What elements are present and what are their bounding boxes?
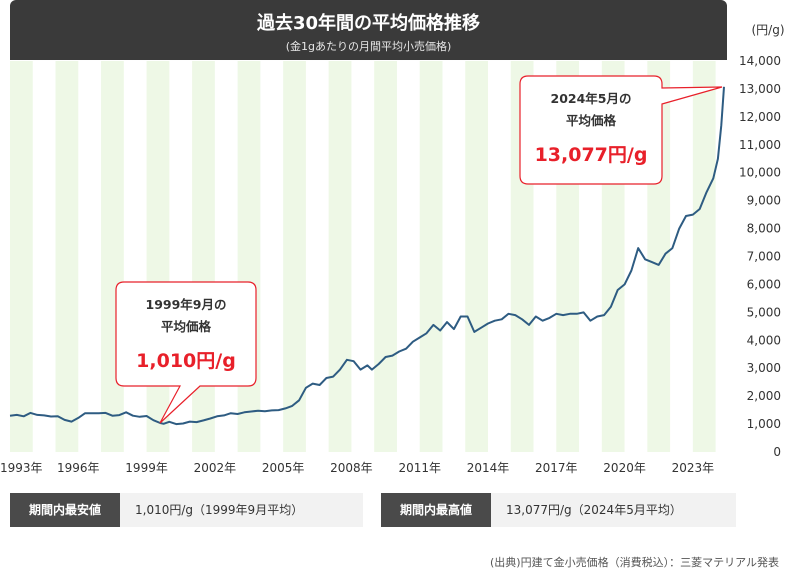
y-tick-label: 0 <box>773 445 781 459</box>
x-tick-label: 2005年 <box>262 461 305 475</box>
y-tick-label: 10,000 <box>739 166 781 180</box>
max-price-label: 期間内最高値 <box>381 493 491 527</box>
callout-value: 13,077円/g <box>535 144 648 166</box>
x-tick-label: 2017年 <box>535 461 578 475</box>
min-price-value: 1,010円/g（1999年9月平均） <box>135 503 304 517</box>
callout-label: 平均価格 <box>566 113 617 128</box>
x-tick-label: 2023年 <box>672 461 715 475</box>
source-note: (出典)円建て金小売価格（消費税込）：三菱マテリアル発表 <box>490 556 779 569</box>
year-band <box>146 61 170 452</box>
price-chart: (円/g) 0 1,000 2,000 3,000 4,000 5,000 6,000 7,00… <box>0 23 785 475</box>
callout-box <box>115 281 257 424</box>
year-band <box>101 61 124 452</box>
year-band <box>283 61 306 452</box>
min-price-label: 期間内最安値 <box>10 493 120 527</box>
x-tick-label: 1993年 <box>0 461 43 475</box>
callout-label: 1999年9月の <box>146 297 227 312</box>
callout-value: 1,010円/g <box>136 350 236 372</box>
callout-label: 2024年5月の <box>551 91 632 106</box>
max-price-value: 13,077円/g（2024年5月平均） <box>506 503 682 517</box>
chart-title: 過去30年間の平均価格推移 <box>256 13 481 34</box>
price-line <box>9 86 725 426</box>
year-band <box>328 61 352 452</box>
y-tick-label: 12,000 <box>739 110 781 124</box>
year-band <box>419 61 443 452</box>
y-tick-label: 14,000 <box>739 54 781 68</box>
x-tick-label: 1996年 <box>57 461 100 475</box>
y-tick-label: 4,000 <box>747 333 781 347</box>
y-tick-label: 8,000 <box>747 222 781 236</box>
year-band <box>55 61 79 452</box>
callout-label: 平均価格 <box>161 319 212 334</box>
y-tick-label: 3,000 <box>747 361 781 375</box>
x-tick-label: 2008年 <box>330 461 373 475</box>
x-tick-label: 2011年 <box>398 461 441 475</box>
y-tick-label: 5,000 <box>747 305 781 319</box>
x-tick-label: 2002年 <box>194 461 237 475</box>
year-band <box>10 61 33 452</box>
year-band <box>192 61 215 452</box>
year-band <box>374 61 397 452</box>
year-band <box>465 61 488 452</box>
year-band <box>237 61 261 452</box>
y-tick-label: 7,000 <box>747 250 781 264</box>
y-axis-unit: (円/g) <box>751 23 784 37</box>
y-tick-label: 13,000 <box>739 82 781 96</box>
x-tick-label: 2020年 <box>603 461 646 475</box>
year-band <box>692 61 716 452</box>
y-tick-label: 1,000 <box>747 417 781 431</box>
y-tick-label: 2,000 <box>747 389 781 403</box>
y-tick-label: 6,000 <box>747 277 781 291</box>
chart-subtitle: (金1gあたりの月間平均小売価格) <box>285 40 452 53</box>
x-tick-label: 1999年 <box>125 461 168 475</box>
min-price-box: 期間内最安値 1,010円/g（1999年9月平均） <box>10 493 363 527</box>
x-tick-label: 2014年 <box>467 461 510 475</box>
max-price-box: 期間内最高値 13,077円/g（2024年5月平均） <box>381 493 736 527</box>
chart-title-bar: 過去30年間の平均価格推移 (金1gあたりの月間平均小売価格) <box>10 0 727 60</box>
y-tick-label: 9,000 <box>747 194 781 208</box>
callout-box <box>519 75 723 185</box>
y-tick-label: 11,000 <box>739 138 781 152</box>
